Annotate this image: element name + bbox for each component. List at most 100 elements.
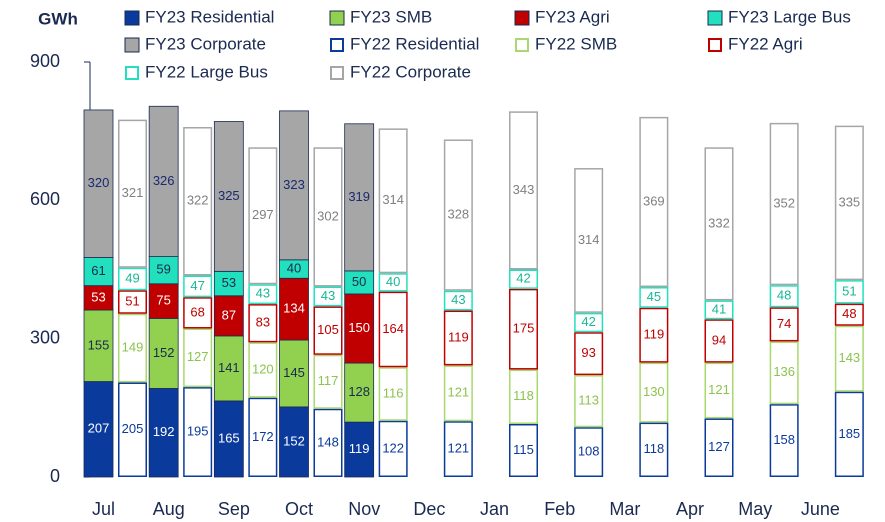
bar-segment: [313, 286, 343, 307]
legend-swatch: [514, 10, 530, 26]
value-label: 43: [256, 286, 270, 301]
legend-label: FY22 Residential: [350, 34, 479, 53]
bar-segment: [213, 270, 244, 297]
bar-segment: [574, 427, 604, 478]
bar-segment: [148, 283, 179, 319]
bar-segment: [509, 111, 538, 270]
bar-segment: [509, 269, 538, 289]
bar-segment: [574, 168, 604, 313]
value-label: 113: [578, 393, 599, 408]
legend-label: FY23 Corporate: [145, 34, 266, 53]
value-label: 118: [643, 441, 664, 456]
legend-swatch: [329, 10, 345, 26]
bar-segment: [378, 273, 408, 292]
value-label: 143: [838, 350, 860, 365]
value-label: 117: [318, 373, 339, 388]
value-label: 128: [348, 384, 370, 399]
value-label: 115: [513, 442, 534, 457]
value-label: 175: [513, 321, 535, 336]
value-label: 302: [317, 208, 339, 223]
bar-segment: [574, 312, 604, 333]
value-label: 43: [321, 288, 335, 303]
legend-swatch: [708, 38, 722, 52]
value-label: 297: [252, 207, 274, 222]
x-tick-label: Dec: [413, 499, 445, 519]
value-label: 165: [218, 430, 240, 445]
bar-segment: [183, 328, 213, 388]
value-label: 51: [842, 283, 856, 298]
bar-segment: [118, 313, 147, 383]
bar-segment: [509, 369, 538, 424]
bar-segment: [704, 362, 734, 419]
bar-segment: [378, 291, 408, 368]
y-axis-title: GWh: [38, 9, 78, 28]
value-label: 155: [88, 337, 110, 352]
x-tick-label: May: [738, 499, 772, 519]
x-tick-label: Aug: [153, 499, 185, 519]
bar-segment: [344, 362, 375, 423]
value-label: 74: [777, 316, 791, 331]
legend-label: FY23 SMB: [350, 7, 432, 26]
value-label: 152: [283, 433, 305, 448]
value-label: 130: [643, 384, 665, 399]
value-label: 87: [222, 307, 236, 322]
bar-segment: [118, 382, 147, 478]
legend-label: FY22 Corporate: [350, 62, 471, 81]
legend-label: FY22 SMB: [535, 34, 617, 53]
bar-segment: [378, 367, 408, 421]
bar-segment: [509, 288, 538, 370]
value-label: 335: [838, 194, 860, 209]
bar-segment: [834, 325, 864, 392]
legend-label: FY22 Large Bus: [145, 62, 268, 81]
bar-segment: [248, 304, 278, 343]
legend-label: FY23 Residential: [145, 7, 274, 26]
bar-segment: [639, 422, 669, 478]
value-label: 68: [190, 304, 204, 319]
bar-segment: [148, 388, 179, 478]
value-label: 59: [156, 262, 170, 277]
bar-segment: [639, 362, 669, 423]
value-label: 127: [187, 349, 209, 364]
legend-swatch: [515, 38, 529, 52]
value-label: 319: [348, 189, 370, 204]
value-label: 41: [712, 301, 726, 316]
value-label: 192: [153, 424, 175, 439]
bar-segment: [704, 319, 734, 363]
value-label: 369: [643, 193, 665, 208]
y-tick-label: 300: [30, 327, 60, 347]
value-label: 149: [122, 340, 144, 355]
value-label: 94: [712, 332, 726, 347]
bar-segment: [248, 342, 278, 398]
legend-label: FY23 Large Bus: [728, 7, 851, 26]
bar-segment: [183, 127, 213, 276]
bar-segment: [148, 317, 179, 389]
bar-segment: [639, 116, 669, 288]
bar-segment: [574, 332, 604, 376]
bar-segment: [213, 295, 244, 337]
value-label: 141: [218, 360, 240, 375]
x-tick-label: Jul: [92, 499, 115, 519]
value-label: 118: [513, 388, 534, 403]
value-label: 343: [513, 182, 535, 197]
x-tick-label: Mar: [609, 499, 640, 519]
bar-segment: [704, 300, 734, 320]
x-tick-label: Sep: [218, 499, 250, 519]
legend-swatch: [330, 38, 344, 52]
value-label: 195: [187, 423, 209, 438]
value-label: 323: [283, 177, 305, 192]
bar-segment: [313, 408, 343, 477]
bar-segment: [769, 122, 799, 286]
bar-segment: [769, 341, 799, 405]
legend-swatch: [124, 37, 140, 53]
bar-segment: [118, 267, 147, 291]
bar-segment: [183, 275, 213, 298]
x-tick-label: Feb: [544, 499, 575, 519]
bar-segment: [248, 397, 278, 478]
value-label: 43: [451, 292, 465, 307]
bar-segment: [183, 387, 213, 478]
bar-segment: [443, 139, 473, 291]
value-label: 120: [252, 361, 274, 376]
value-label: 148: [317, 434, 339, 449]
x-tick-label: Nov: [348, 499, 380, 519]
bar-segment: [118, 119, 147, 268]
